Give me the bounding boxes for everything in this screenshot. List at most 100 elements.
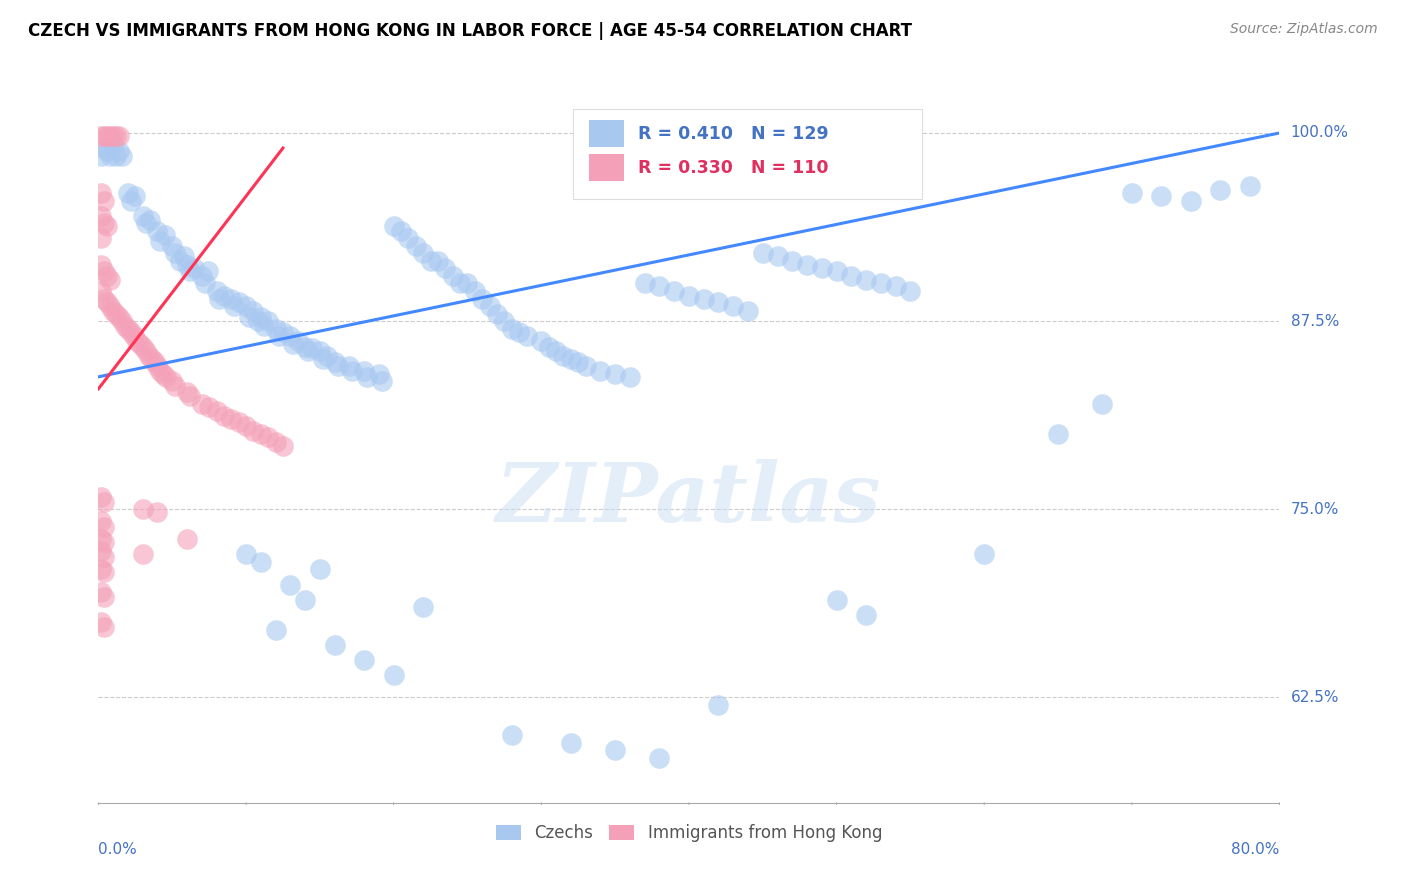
Point [93, 216, 115, 230]
Point [250, 310, 273, 324]
Point [117, 321, 139, 335]
Point [242, 424, 264, 438]
Point [124, 189, 146, 203]
Point [316, 349, 339, 363]
Point [283, 336, 305, 351]
Point [250, 427, 273, 442]
Point [96, 144, 118, 158]
Point [221, 292, 243, 306]
Point [93, 520, 115, 534]
Point [250, 555, 273, 569]
Point [90, 544, 112, 558]
Point [105, 148, 128, 162]
Point [146, 505, 169, 519]
Point [825, 264, 848, 278]
Text: 62.5%: 62.5% [1291, 690, 1339, 705]
Point [205, 404, 228, 418]
Point [208, 292, 231, 306]
FancyBboxPatch shape [589, 154, 624, 181]
Point [457, 277, 479, 291]
Point [280, 577, 302, 591]
Point [560, 351, 582, 366]
Point [98, 299, 121, 313]
Text: 0.0%: 0.0% [98, 842, 138, 856]
Point [235, 419, 257, 434]
Point [138, 349, 160, 363]
Point [664, 284, 686, 298]
Point [198, 400, 221, 414]
Point [93, 590, 115, 604]
Point [486, 307, 509, 321]
Point [782, 253, 804, 268]
Point [257, 314, 280, 328]
Point [619, 369, 641, 384]
Point [135, 216, 157, 230]
Point [228, 415, 250, 429]
Point [221, 412, 243, 426]
Point [111, 148, 134, 162]
Point [141, 351, 163, 366]
Point [264, 623, 287, 637]
Point [825, 592, 848, 607]
Point [810, 261, 832, 276]
Point [382, 668, 405, 682]
Point [165, 379, 187, 393]
Point [114, 318, 136, 333]
Point [723, 299, 745, 313]
Point [1180, 194, 1202, 208]
Point [120, 194, 142, 208]
Point [294, 592, 316, 607]
Point [93, 566, 115, 580]
Point [501, 728, 523, 742]
Point [205, 284, 228, 298]
Point [108, 310, 131, 324]
Legend: Czechs, Immigrants from Hong Kong: Czechs, Immigrants from Hong Kong [489, 817, 889, 848]
Point [194, 277, 217, 291]
Point [103, 128, 125, 143]
Point [271, 325, 294, 339]
Point [146, 224, 169, 238]
Point [228, 294, 250, 309]
Point [382, 219, 405, 234]
Point [93, 620, 115, 634]
Point [96, 294, 118, 309]
Point [323, 638, 346, 652]
Point [149, 364, 172, 378]
Point [98, 273, 121, 287]
Point [98, 128, 121, 143]
Point [339, 359, 361, 374]
Point [90, 148, 112, 162]
Point [90, 490, 112, 504]
Point [246, 314, 269, 328]
Point [128, 336, 150, 351]
Text: 80.0%: 80.0% [1232, 842, 1279, 856]
Point [855, 273, 877, 287]
Point [132, 502, 155, 516]
Point [98, 148, 121, 162]
Point [752, 246, 775, 260]
Point [405, 239, 427, 253]
Point [900, 284, 922, 298]
Point [516, 329, 538, 343]
Point [297, 344, 319, 359]
Point [707, 294, 730, 309]
Point [1121, 186, 1143, 201]
Point [257, 430, 280, 444]
Text: Source: ZipAtlas.com: Source: ZipAtlas.com [1230, 22, 1378, 37]
Point [264, 434, 287, 449]
Point [103, 138, 125, 153]
Point [353, 364, 375, 378]
Point [90, 209, 112, 223]
Point [152, 367, 174, 381]
Point [176, 259, 198, 273]
Point [191, 397, 214, 411]
Point [111, 314, 134, 328]
Text: R = 0.410   N = 129: R = 0.410 N = 129 [638, 125, 828, 143]
Text: 87.5%: 87.5% [1291, 314, 1339, 328]
Point [441, 268, 464, 283]
Point [135, 344, 157, 359]
Point [183, 261, 205, 276]
Point [93, 264, 115, 278]
Point [143, 355, 166, 369]
Text: R = 0.330   N = 110: R = 0.330 N = 110 [638, 159, 828, 177]
